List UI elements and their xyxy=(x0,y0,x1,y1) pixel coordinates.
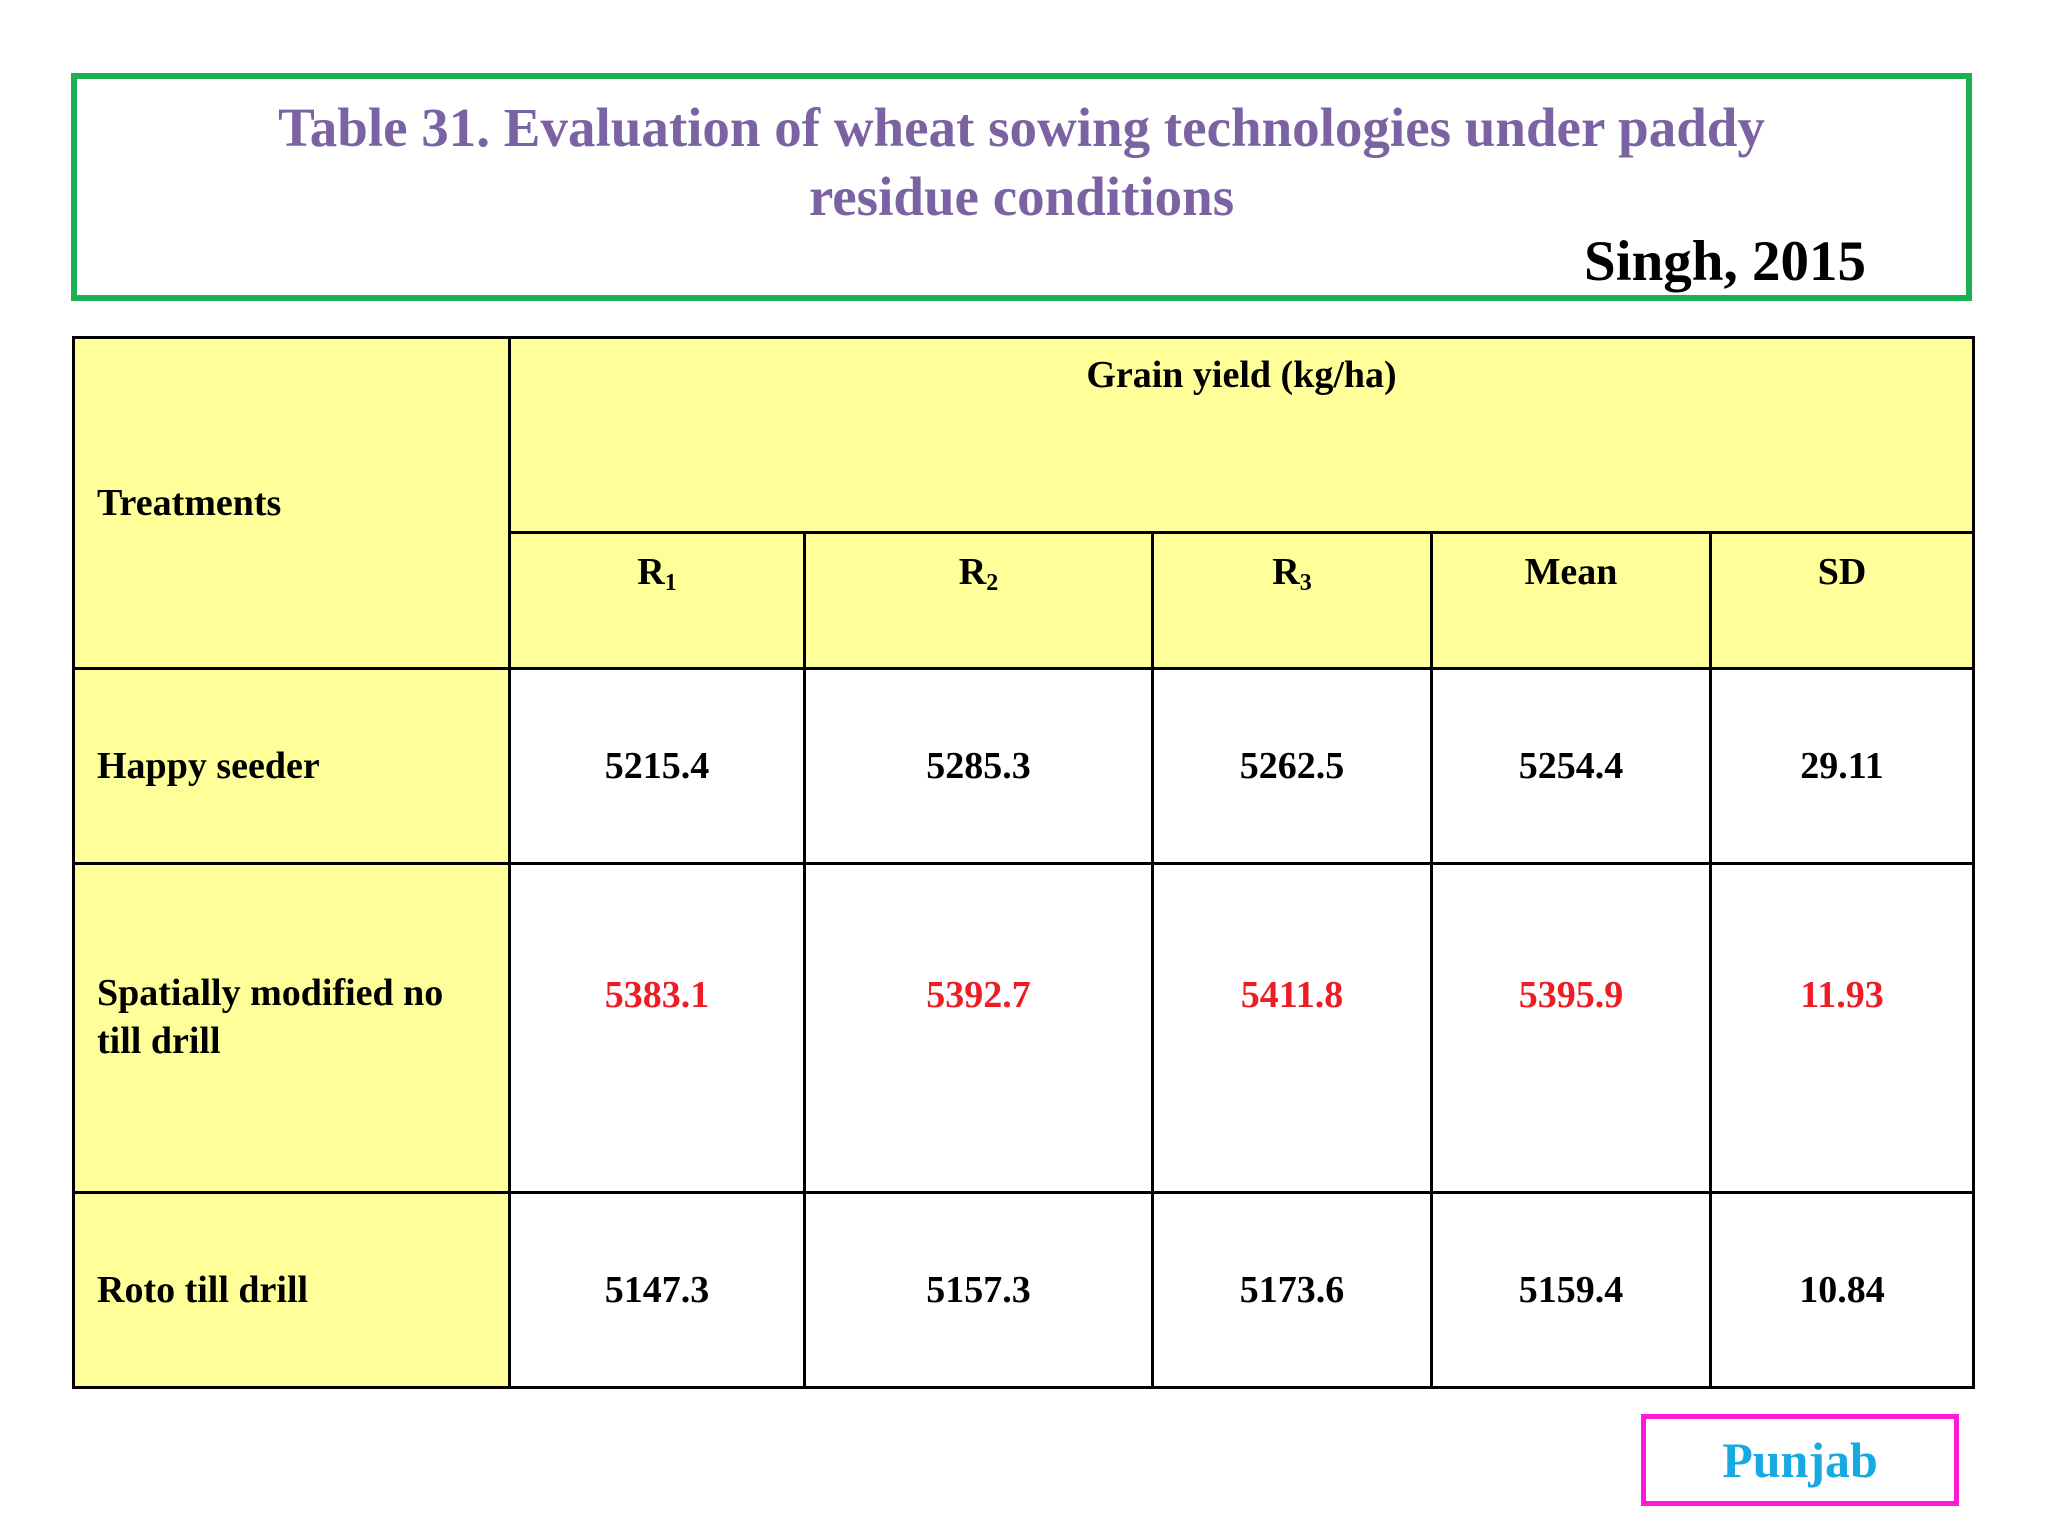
header-row-1: Treatments Grain yield (kg/ha) xyxy=(72,336,1976,670)
table-row: Happy seeder 5215.4 5285.3 5262.5 5254.4… xyxy=(72,667,1976,865)
row-label-line-2: till drill xyxy=(97,1020,221,1062)
table-row: Spatially modified no till drill 5383.1 … xyxy=(72,862,1976,1194)
table-title: Table 31. Evaluation of wheat sowing tec… xyxy=(77,93,1966,231)
column-header-r3: R3 xyxy=(1151,531,1433,670)
cell-value-highlighted: 5383.1 xyxy=(508,862,806,1194)
cell-value: 10.84 xyxy=(1708,1191,1976,1389)
row-label-line-1: Spatially modified no xyxy=(97,972,444,1014)
grain-yield-header: Grain yield (kg/ha) xyxy=(507,336,1976,534)
region-label-box: Punjab xyxy=(1641,1414,1959,1506)
treatments-header: Treatments xyxy=(72,336,511,670)
cell-value: 5262.5 xyxy=(1151,667,1433,865)
cell-value: 5215.4 xyxy=(508,667,806,865)
citation: Singh, 2015 xyxy=(1584,230,1866,293)
table-title-line-2: residue conditions xyxy=(808,166,1235,227)
cell-value: 5285.3 xyxy=(803,667,1154,865)
table-title-line-1: Table 31. Evaluation of wheat sowing tec… xyxy=(278,97,1765,158)
cell-value: 5159.4 xyxy=(1430,1191,1712,1389)
cell-value-highlighted: 5411.8 xyxy=(1151,862,1433,1194)
cell-value: 29.11 xyxy=(1708,667,1976,865)
region-label: Punjab xyxy=(1722,1432,1878,1488)
cell-value-highlighted: 11.93 xyxy=(1708,862,1976,1194)
table-row: Roto till drill 5147.3 5157.3 5173.6 515… xyxy=(72,1191,1976,1389)
column-header-r1: R1 xyxy=(508,531,806,670)
cell-value: 5173.6 xyxy=(1151,1191,1433,1389)
cell-value: 5254.4 xyxy=(1430,667,1712,865)
yield-table: Treatments Grain yield (kg/ha) R1 R2 R3 … xyxy=(72,336,1976,1389)
column-header-r2: R2 xyxy=(803,531,1154,670)
cell-value-highlighted: 5392.7 xyxy=(803,862,1154,1194)
row-label-roto-till-drill: Roto till drill xyxy=(72,1191,511,1389)
cell-value: 5157.3 xyxy=(803,1191,1154,1389)
cell-value-highlighted: 5395.9 xyxy=(1430,862,1712,1194)
column-header-mean: Mean xyxy=(1430,531,1712,670)
row-label-spatially-modified-no-till-drill: Spatially modified no till drill xyxy=(72,862,511,1194)
header-row-2: R1 R2 R3 Mean SD xyxy=(74,531,1976,670)
cell-value: 5147.3 xyxy=(508,1191,806,1389)
column-header-sd: SD xyxy=(1708,531,1976,670)
title-box: Table 31. Evaluation of wheat sowing tec… xyxy=(71,73,1972,301)
row-label-happy-seeder: Happy seeder xyxy=(72,667,511,865)
